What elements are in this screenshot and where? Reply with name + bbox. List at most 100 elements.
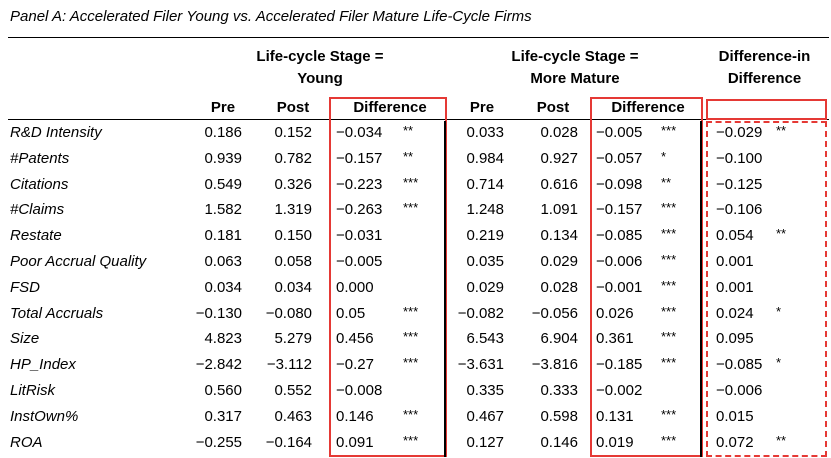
did-values-highlight-box bbox=[706, 121, 827, 457]
did-significance-stars: * bbox=[776, 304, 782, 319]
did-cell: −0.125 bbox=[716, 176, 763, 193]
young-post-cell: 5.279 bbox=[274, 330, 312, 347]
mature-significance-stars: ** bbox=[661, 175, 672, 190]
mature-post-cell: 0.134 bbox=[540, 227, 578, 244]
did-header: Difference-in Difference bbox=[702, 46, 827, 90]
young-difference-cell: −0.034 bbox=[336, 124, 383, 141]
did-significance-stars: ** bbox=[776, 226, 787, 241]
did-cell: 0.024 bbox=[716, 305, 754, 322]
did-header-highlight-box bbox=[706, 99, 827, 120]
mature-pre-cell: 0.467 bbox=[466, 408, 504, 425]
mature-post-cell: 0.927 bbox=[540, 150, 578, 167]
mature-difference-cell: −0.001 bbox=[596, 279, 643, 296]
mature-pre-header: Pre bbox=[469, 99, 495, 116]
mature-significance-stars: * bbox=[661, 149, 667, 164]
young-significance-stars: ** bbox=[403, 123, 414, 138]
young-post-cell: −0.164 bbox=[265, 434, 312, 451]
young-significance-stars: *** bbox=[403, 355, 419, 370]
young-difference-cell: −0.157 bbox=[336, 150, 383, 167]
mature-post-cell: 0.598 bbox=[540, 408, 578, 425]
young-pre-cell: 0.034 bbox=[204, 279, 242, 296]
mature-post-cell: −0.056 bbox=[531, 305, 578, 322]
mature-difference-cell: −0.057 bbox=[596, 150, 643, 167]
young-significance-stars: *** bbox=[403, 329, 419, 344]
row-label: ROA bbox=[10, 434, 43, 451]
panel-title: Panel A: Accelerated Filer Young vs. Acc… bbox=[10, 8, 532, 25]
young-pre-cell: 0.939 bbox=[204, 150, 242, 167]
young-significance-stars: ** bbox=[403, 149, 414, 164]
young-significance-stars: *** bbox=[403, 200, 419, 215]
row-label: HP_Index bbox=[10, 356, 76, 373]
mature-difference-cell: −0.005 bbox=[596, 124, 643, 141]
mature-significance-stars: *** bbox=[661, 278, 677, 293]
mature-post-cell: 0.616 bbox=[540, 176, 578, 193]
young-post-cell: 0.326 bbox=[274, 176, 312, 193]
mature-difference-cell: −0.085 bbox=[596, 227, 643, 244]
mature-pre-cell: 0.714 bbox=[466, 176, 504, 193]
mature-header: Life-cycle Stage = More Mature bbox=[490, 46, 660, 90]
young-post-header: Post bbox=[276, 99, 310, 116]
row-label: Citations bbox=[10, 176, 69, 193]
young-post-cell: 0.058 bbox=[274, 253, 312, 270]
mature-significance-stars: *** bbox=[661, 200, 677, 215]
mature-difference-cell: −0.006 bbox=[596, 253, 643, 270]
mature-pre-cell: −3.631 bbox=[457, 356, 504, 373]
young-pre-cell: 0.317 bbox=[204, 408, 242, 425]
mature-post-cell: 6.904 bbox=[540, 330, 578, 347]
mature-header-line1: Life-cycle Stage = bbox=[511, 48, 639, 65]
young-post-cell: 0.552 bbox=[274, 382, 312, 399]
young-difference-header: Difference bbox=[353, 99, 427, 116]
young-difference-cell: −0.008 bbox=[336, 382, 383, 399]
mature-post-cell: 0.333 bbox=[540, 382, 578, 399]
young-post-cell: 0.150 bbox=[274, 227, 312, 244]
did-significance-stars: * bbox=[776, 355, 782, 370]
did-cell: 0.054 bbox=[716, 227, 754, 244]
young-group-divider bbox=[444, 121, 446, 457]
young-post-cell: −0.080 bbox=[265, 305, 312, 322]
young-header-line1: Life-cycle Stage = bbox=[256, 48, 384, 65]
young-post-cell: −3.112 bbox=[266, 356, 312, 373]
mature-post-cell: −3.816 bbox=[531, 356, 578, 373]
young-pre-cell: 0.560 bbox=[204, 382, 242, 399]
did-significance-stars: ** bbox=[776, 123, 787, 138]
young-difference-highlight-box bbox=[329, 97, 447, 457]
mature-significance-stars: *** bbox=[661, 252, 677, 267]
young-pre-cell: 1.582 bbox=[204, 201, 242, 218]
did-header-line2: Difference bbox=[727, 70, 802, 87]
did-cell: 0.095 bbox=[716, 330, 754, 347]
mature-post-cell: 0.028 bbox=[540, 124, 578, 141]
did-header-line1: Difference-in bbox=[718, 48, 811, 65]
young-difference-cell: 0.146 bbox=[336, 408, 374, 425]
young-post-cell: 0.034 bbox=[274, 279, 312, 296]
mature-pre-cell: 0.035 bbox=[466, 253, 504, 270]
mature-post-cell: 0.029 bbox=[540, 253, 578, 270]
row-label: Size bbox=[10, 330, 40, 347]
row-label: R&D Intensity bbox=[10, 124, 102, 141]
did-significance-stars: ** bbox=[776, 433, 787, 448]
mature-pre-cell: 6.543 bbox=[466, 330, 504, 347]
row-label: #Claims bbox=[10, 201, 65, 218]
row-label: #Patents bbox=[10, 150, 70, 167]
mature-difference-cell: 0.361 bbox=[596, 330, 634, 347]
mature-pre-cell: 0.029 bbox=[466, 279, 504, 296]
young-significance-stars: *** bbox=[403, 407, 419, 422]
young-pre-cell: −0.255 bbox=[195, 434, 242, 451]
mature-difference-cell: −0.002 bbox=[596, 382, 643, 399]
row-label: FSD bbox=[10, 279, 40, 296]
mature-significance-stars: *** bbox=[661, 329, 677, 344]
row-label: Poor Accrual Quality bbox=[10, 253, 147, 270]
mature-difference-cell: 0.131 bbox=[596, 408, 634, 425]
young-header: Life-cycle Stage = Young bbox=[245, 46, 395, 90]
mature-pre-cell: 1.248 bbox=[466, 201, 504, 218]
mature-pre-cell: 0.335 bbox=[466, 382, 504, 399]
did-cell: 0.001 bbox=[716, 253, 754, 270]
young-significance-stars: *** bbox=[403, 433, 419, 448]
mature-difference-highlight-box bbox=[590, 97, 703, 457]
young-pre-header: Pre bbox=[210, 99, 236, 116]
young-pre-cell: 0.186 bbox=[204, 124, 242, 141]
row-label: Restate bbox=[10, 227, 62, 244]
young-difference-cell: 0.456 bbox=[336, 330, 374, 347]
young-post-cell: 1.319 bbox=[274, 201, 312, 218]
mature-difference-cell: −0.098 bbox=[596, 176, 643, 193]
mature-group-divider bbox=[700, 121, 702, 457]
